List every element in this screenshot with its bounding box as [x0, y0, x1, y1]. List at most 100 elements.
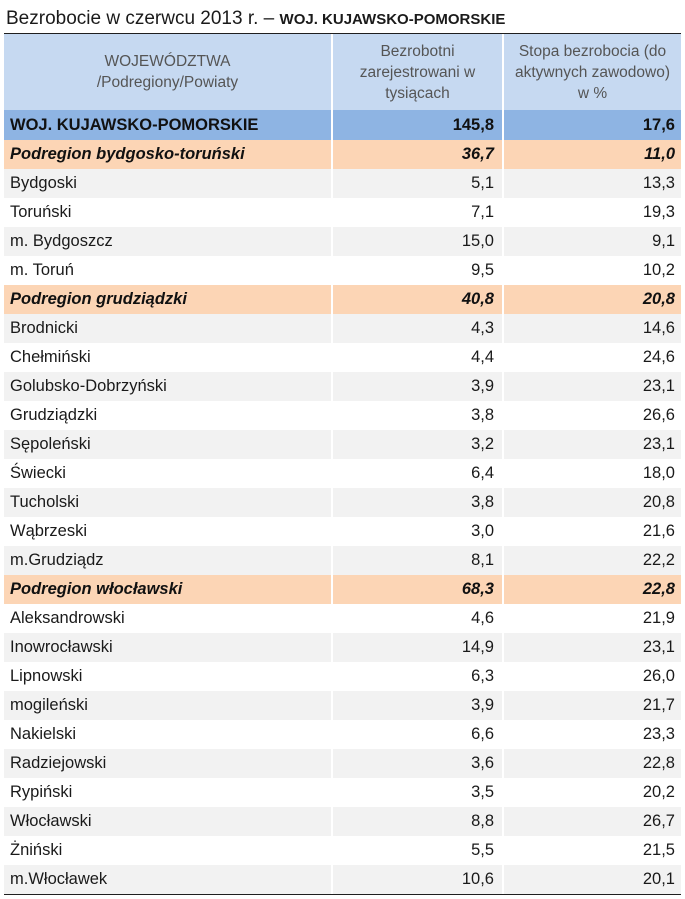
table-row: Inowrocławski 14,9 23,1: [4, 633, 681, 662]
row-rate-cell: 26,6: [502, 401, 681, 430]
row-rate-cell: 26,0: [502, 662, 681, 691]
table-row: Tucholski 3,8 20,8: [4, 488, 681, 517]
row-name-cell: Lipnowski: [10, 667, 83, 685]
row-name-cell: Sępoleński: [10, 435, 91, 453]
row-unemployed-cell: 7,1: [331, 198, 502, 227]
row-unemployed-cell: 3,8: [331, 488, 502, 517]
row-rate-cell: 9,1: [502, 227, 681, 256]
row-name-cell: WOJ. KUJAWSKO-POMORSKIE: [10, 116, 259, 134]
row-unemployed-cell: 3,5: [331, 778, 502, 807]
row-unemployed-cell: 15,0: [331, 227, 502, 256]
row-name-cell: Golubsko-Dobrzyński: [10, 377, 167, 395]
row-rate-cell: 23,1: [502, 430, 681, 459]
row-name-cell: Inowrocławski: [10, 638, 113, 656]
row-unemployed-cell: 3,8: [331, 401, 502, 430]
table-row: Brodnicki 4,3 14,6: [4, 314, 681, 343]
row-rate-cell: 24,6: [502, 343, 681, 372]
row-rate-cell: 13,3: [502, 169, 681, 198]
row-name-cell: m.Grudziądz: [10, 551, 104, 569]
table-row: Lipnowski 6,3 26,0: [4, 662, 681, 691]
table-body: WOJ. KUJAWSKO-POMORSKIE 145,8 17,6 Podregio…: [4, 110, 681, 894]
row-name-cell: Aleksandrowski: [10, 609, 125, 627]
row-unemployed-cell: 9,5: [331, 256, 502, 285]
row-unemployed-cell: 14,9: [331, 633, 502, 662]
header-region-column: WOJEWÓDZTWA /Podregiony/Powiaty: [96, 53, 239, 91]
subregion-row: Podregion włocławski 68,3 22,8: [4, 575, 681, 604]
table-row: Bydgoski 5,1 13,3: [4, 169, 681, 198]
table-row: Aleksandrowski 4,6 21,9: [4, 604, 681, 633]
row-unemployed-cell: 6,3: [331, 662, 502, 691]
row-unemployed-cell: 5,5: [331, 836, 502, 865]
table-row: m. Toruń 9,5 10,2: [4, 256, 681, 285]
row-name-cell: Toruński: [10, 203, 72, 221]
subregion-row: Podregion grudziądzki 40,8 20,8: [4, 285, 681, 314]
row-unemployed-cell: 3,9: [331, 372, 502, 401]
row-rate-cell: 20,8: [502, 488, 681, 517]
table-row: Świecki 6,4 18,0: [4, 459, 681, 488]
table-row: Golubsko-Dobrzyński 3,9 23,1: [4, 372, 681, 401]
row-unemployed-cell: 68,3: [331, 575, 502, 604]
row-rate-cell: 20,1: [502, 865, 681, 894]
row-rate-cell: 17,6: [502, 110, 681, 140]
row-rate-cell: 19,3: [502, 198, 681, 227]
table-row: Wąbrzeski 3,0 21,6: [4, 517, 681, 546]
header-rate-column: Stopa bezrobocia (do aktywnych zawodowo)…: [502, 34, 681, 110]
row-unemployed-cell: 40,8: [331, 285, 502, 314]
row-unemployed-cell: 3,6: [331, 749, 502, 778]
row-name-cell: Bydgoski: [10, 174, 77, 192]
row-rate-cell: 21,7: [502, 691, 681, 720]
row-name-cell: Radziejowski: [10, 754, 107, 772]
row-name-cell: Tucholski: [10, 493, 80, 511]
row-name-cell: Świecki: [10, 464, 66, 482]
row-name-cell: Chełmiński: [10, 348, 91, 366]
subregion-row: Podregion bydgosko-toruński 36,7 11,0: [4, 140, 681, 169]
row-name-cell: Podregion bydgosko-toruński: [10, 145, 245, 163]
row-rate-cell: 10,2: [502, 256, 681, 285]
row-name-cell: Włocławski: [10, 812, 92, 830]
row-unemployed-cell: 4,6: [331, 604, 502, 633]
row-unemployed-cell: 6,4: [331, 459, 502, 488]
table-row: Sępoleński 3,2 23,1: [4, 430, 681, 459]
table-row: Radziejowski 3,6 22,8: [4, 749, 681, 778]
table-row: Włocławski 8,8 26,7: [4, 807, 681, 836]
table-header: WOJEWÓDZTWA /Podregiony/Powiaty Bezrobot…: [4, 34, 681, 110]
row-rate-cell: 21,5: [502, 836, 681, 865]
row-unemployed-cell: 10,6: [331, 865, 502, 894]
row-name-cell: mogileński: [10, 696, 88, 714]
row-unemployed-cell: 145,8: [331, 110, 502, 140]
table-row: m. Bydgoszcz 15,0 9,1: [4, 227, 681, 256]
row-name-cell: m. Toruń: [10, 261, 74, 279]
row-unemployed-cell: 8,1: [331, 546, 502, 575]
row-rate-cell: 20,2: [502, 778, 681, 807]
row-unemployed-cell: 36,7: [331, 140, 502, 169]
table-row: Nakielski 6,6 23,3: [4, 720, 681, 749]
row-unemployed-cell: 6,6: [331, 720, 502, 749]
row-rate-cell: 20,8: [502, 285, 681, 314]
row-rate-cell: 11,0: [502, 140, 681, 169]
row-rate-cell: 18,0: [502, 459, 681, 488]
header-unemployed-column: Bezrobotni zarejestrowani w tysiącach: [331, 34, 502, 110]
row-name-cell: Nakielski: [10, 725, 77, 743]
row-unemployed-cell: 3,9: [331, 691, 502, 720]
page-title: Bezrobocie w czerwcu 2013 r. – WOJ. KUJA…: [6, 6, 505, 32]
row-name-cell: Brodnicki: [10, 319, 78, 337]
row-name-cell: Żniński: [10, 841, 63, 859]
row-rate-cell: 22,8: [502, 749, 681, 778]
row-unemployed-cell: 3,2: [331, 430, 502, 459]
row-name-cell: Wąbrzeski: [10, 522, 88, 540]
table-row: Chełmiński 4,4 24,6: [4, 343, 681, 372]
row-rate-cell: 23,1: [502, 633, 681, 662]
row-name-cell: Podregion włocławski: [10, 580, 183, 598]
unemployment-table: WOJEWÓDZTWA /Podregiony/Powiaty Bezrobot…: [4, 33, 681, 895]
table-row: Grudziądzki 3,8 26,6: [4, 401, 681, 430]
table-row: Żniński 5,5 21,5: [4, 836, 681, 865]
table-row: Toruński 7,1 19,3: [4, 198, 681, 227]
row-unemployed-cell: 8,8: [331, 807, 502, 836]
row-rate-cell: 23,3: [502, 720, 681, 749]
row-unemployed-cell: 3,0: [331, 517, 502, 546]
table-row: Rypiński 3,5 20,2: [4, 778, 681, 807]
table-row: m.Włocławek 10,6 20,1: [4, 865, 681, 894]
voivodeship-row: WOJ. KUJAWSKO-POMORSKIE 145,8 17,6: [4, 110, 681, 140]
row-name-cell: Rypiński: [10, 783, 73, 801]
row-rate-cell: 26,7: [502, 807, 681, 836]
